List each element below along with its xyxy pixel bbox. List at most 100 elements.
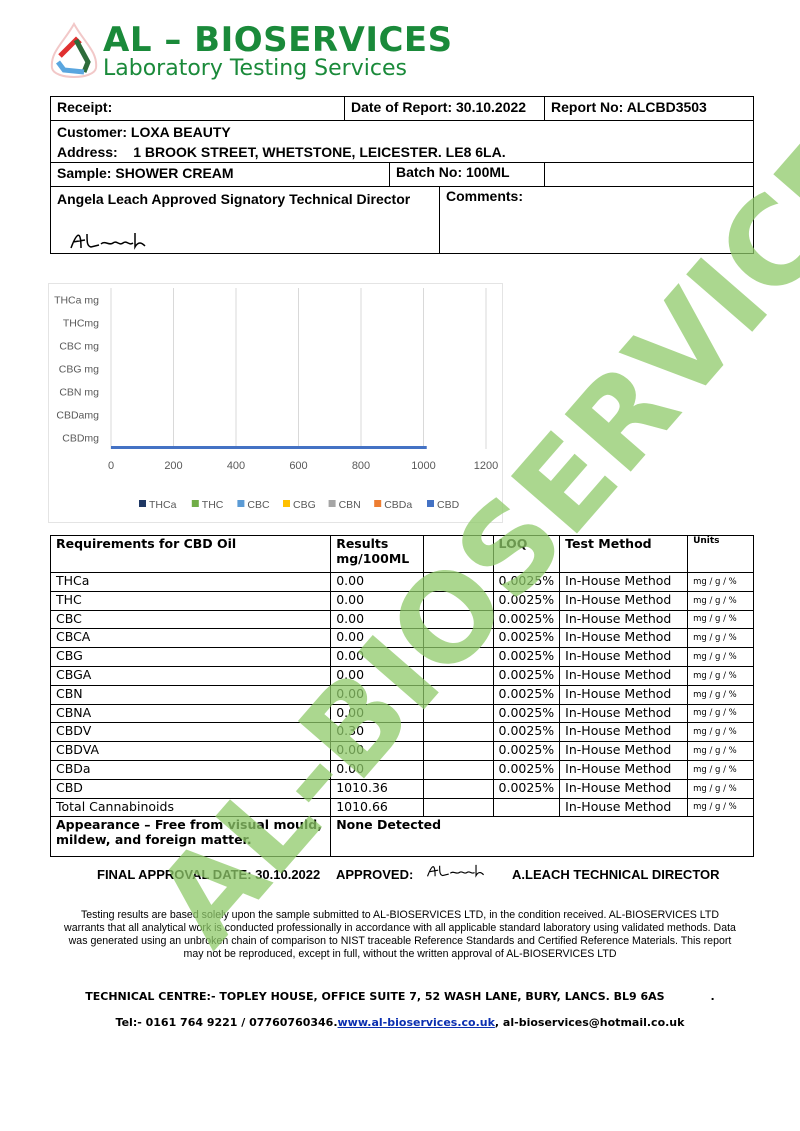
col-header-units: Units <box>687 535 754 573</box>
footer-tel: Tel:- 0161 764 9221 / 07760760346. <box>115 1016 338 1029</box>
appearance-row: Appearance – Free from visual mould, mil… <box>49 816 754 858</box>
results-header-row: Requirements for CBD Oil Results mg/100M… <box>49 535 754 573</box>
y-tick-label: THCmg <box>63 318 99 330</box>
cell-method: In-House Method <box>559 703 689 724</box>
cell-units: mg / g / % <box>687 572 754 592</box>
results-row: CBDa 0.00 0.0025% In-House Method mg / g / % <box>49 759 754 780</box>
results-row: CBDV 0.30 0.0025% In-House Method mg / g / % <box>49 722 754 743</box>
cell-loq <box>492 797 561 818</box>
cell-loq: 0.0025% <box>492 665 561 686</box>
cell-analyte: CBGA <box>49 665 332 686</box>
receipt-label: Receipt: <box>57 99 113 115</box>
cell-blank <box>423 703 494 724</box>
cell-blank <box>423 590 494 611</box>
col-header-method: Test Method <box>559 535 689 573</box>
cell-blank <box>423 572 494 592</box>
legend-label-thc: THC <box>202 499 224 511</box>
cell-loq: 0.0025% <box>492 741 561 761</box>
cell-loq: 0.0025% <box>492 778 561 799</box>
logo-icon <box>50 22 98 78</box>
cell-blank <box>423 628 494 649</box>
cell-result: 0.00 <box>330 628 425 649</box>
appearance-label: Appearance – Free from visual mould, mil… <box>49 816 332 858</box>
cell-result: 1010.36 <box>330 778 425 799</box>
x-tick-label: 400 <box>227 460 245 472</box>
signature-image <box>70 233 146 250</box>
cell-units: mg / g / % <box>687 741 754 761</box>
cell-loq: 0.0025% <box>492 590 561 611</box>
cell-result: 0.00 <box>330 590 425 611</box>
results-row: CBC 0.00 0.0025% In-House Method mg / g / % <box>49 609 754 630</box>
signatory: Angela Leach Approved Signatory Technica… <box>57 191 411 207</box>
cell-blank <box>423 797 494 818</box>
y-tick-label: CBDmg <box>62 433 99 445</box>
report-header-table: Receipt: Date of Report: 30.10.2022 Repo… <box>50 96 754 254</box>
final-approval-date: FINAL APPROVAL DATE: 30.10.2022 <box>97 867 321 882</box>
bar-cbd <box>111 446 427 449</box>
results-row: CBG 0.00 0.0025% In-House Method mg / g / % <box>49 647 754 667</box>
legend-label-thca: THCa <box>149 499 177 511</box>
comments-label: Comments: <box>439 186 753 253</box>
cell-analyte: CBN <box>49 684 332 705</box>
approval-signature-image <box>426 864 485 878</box>
cell-loq: 0.0025% <box>492 647 561 667</box>
cell-result: 0.00 <box>330 665 425 686</box>
cell-loq: 0.0025% <box>492 609 561 630</box>
cell-method: In-House Method <box>559 722 689 743</box>
cell-loq: 0.0025% <box>492 684 561 705</box>
cell-units: mg / g / % <box>687 628 754 649</box>
col-header-requirements: Requirements for CBD Oil <box>49 535 332 573</box>
col-header-loq: LOQ <box>492 535 561 573</box>
cell-method: In-House Method <box>559 572 689 592</box>
legend-label-cbd: CBD <box>437 499 460 511</box>
cell-units: mg / g / % <box>687 609 754 630</box>
logo-title: AL – BIOSERVICES <box>103 20 453 60</box>
x-tick-label: 0 <box>108 460 114 472</box>
results-row: THC 0.00 0.0025% In-House Method mg / g / % <box>49 590 754 611</box>
footer-email: , al-bioservices@hotmail.co.uk <box>494 1016 685 1029</box>
legend-label-cbc: CBC <box>247 499 270 511</box>
results-row: CBCA 0.00 0.0025% In-House Method mg / g / % <box>49 628 754 649</box>
cell-units: mg / g / % <box>687 590 754 611</box>
website-link[interactable]: www.al-bioservices.co.uk <box>337 1016 495 1029</box>
cannabinoid-chart: 0 200 400 600 800 1000 1200 THCa mg THCmg CBC mg C… <box>48 283 503 523</box>
cell-loq: 0.0025% <box>492 759 561 780</box>
cell-analyte: CBDa <box>49 759 332 780</box>
cell-analyte: CBDV <box>49 722 332 743</box>
cell-method: In-House Method <box>559 759 689 780</box>
cell-loq: 0.0025% <box>492 628 561 649</box>
cell-units: mg / g / % <box>687 684 754 705</box>
cell-units: mg / g / % <box>687 778 754 799</box>
cell-analyte: THCa <box>49 572 332 592</box>
chart-svg: 0 200 400 600 800 1000 1200 THCa mg THCmg CBC mg C… <box>54 288 498 511</box>
legend-label-cbn: CBN <box>339 499 361 511</box>
y-tick-label: CBN mg <box>59 387 99 399</box>
y-tick-label: CBDamg <box>56 410 99 422</box>
legend-swatch-cbc <box>237 500 245 507</box>
address: Address: 1 BROOK STREET, WHETSTONE, LEIC… <box>57 144 506 160</box>
customer: Customer: LOXA BEAUTY <box>57 124 231 140</box>
cell-blank <box>423 778 494 799</box>
legend-label-cbg: CBG <box>293 499 316 511</box>
x-tick-label: 800 <box>352 460 370 472</box>
legend-swatch-cbd <box>427 500 434 507</box>
x-tick-label: 1000 <box>411 460 435 472</box>
sample: Sample: SHOWER CREAM <box>57 165 234 181</box>
cell-analyte: CBNA <box>49 703 332 724</box>
cell-blank <box>423 741 494 761</box>
y-tick-label: CBG mg <box>59 364 99 376</box>
cell-analyte: CBD <box>49 778 332 799</box>
cell-method: In-House Method <box>559 741 689 761</box>
legend-swatch-cbg <box>283 500 290 507</box>
cell-method: In-House Method <box>559 665 689 686</box>
col-header-blank <box>423 535 494 573</box>
cell-method: In-House Method <box>559 609 689 630</box>
cell-analyte: CBC <box>49 609 332 630</box>
results-row: CBDVA 0.00 0.0025% In-House Method mg / g / … <box>49 741 754 761</box>
cell-analyte: THC <box>49 590 332 611</box>
results-row: CBD 1010.36 0.0025% In-House Method mg / g /… <box>49 778 754 799</box>
appearance-value: None Detected <box>330 816 754 858</box>
cell-method: In-House Method <box>559 590 689 611</box>
footer-contact: Tel:- 0161 764 9221 / 07760760346.www.al… <box>0 1016 800 1029</box>
cell-blank <box>423 722 494 743</box>
